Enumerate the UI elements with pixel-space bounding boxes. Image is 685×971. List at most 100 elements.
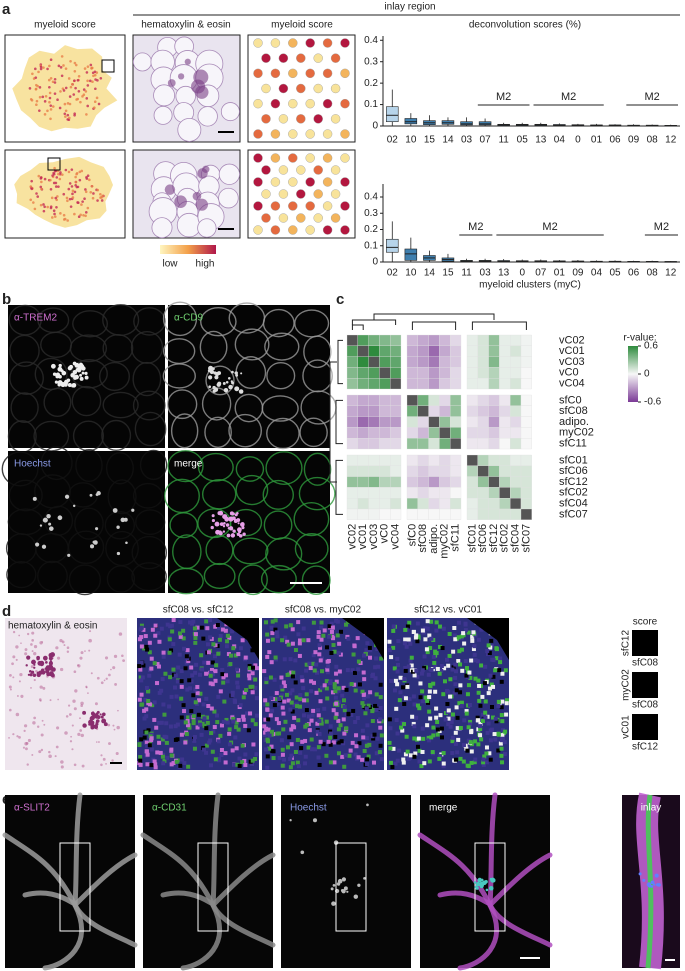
- score-pixel: [336, 751, 341, 756]
- stain: [19, 673, 23, 677]
- spot: [490, 877, 496, 883]
- score-pixel: [284, 692, 289, 697]
- row-label: vC02: [559, 334, 585, 346]
- score-pixel: [160, 677, 165, 682]
- legend-cell: [638, 727, 645, 734]
- dendrogram: [335, 399, 343, 445]
- column-label: sfC04: [510, 524, 522, 553]
- score-pixel: [341, 685, 346, 690]
- cell-outline: [262, 479, 294, 510]
- score-pixel: [266, 727, 271, 732]
- score-pixel: [252, 756, 257, 761]
- stain: [184, 58, 191, 65]
- score-pixel: [318, 739, 323, 744]
- spot: [236, 518, 241, 522]
- tissue-spot: [38, 109, 41, 112]
- heat-cell: [450, 405, 462, 417]
- score-pixel: [269, 625, 274, 630]
- score-pixel: [264, 680, 269, 685]
- y-tick-label: 0.3: [364, 208, 378, 219]
- score-pixel: [336, 718, 341, 723]
- score-pixel: [213, 654, 218, 659]
- tissue-spot: [73, 113, 76, 117]
- score-pixel: [497, 668, 502, 673]
- score-dot: [330, 213, 341, 223]
- heat-cell: [357, 454, 369, 466]
- score-pixel: [389, 678, 394, 683]
- cell-outline: [232, 537, 269, 565]
- legend-title: score: [633, 617, 658, 628]
- x-tick-label: 14: [424, 268, 436, 279]
- score-pixel: [218, 733, 223, 738]
- score-pixel: [149, 763, 154, 768]
- score-pixel: [378, 717, 383, 722]
- score-dot: [313, 53, 323, 63]
- heat-cell: [520, 427, 532, 439]
- score-pixel: [446, 708, 451, 713]
- column-label: vC0: [379, 524, 391, 544]
- tissue-spot: [93, 106, 96, 109]
- spot: [67, 383, 72, 388]
- score-pixel: [469, 760, 474, 765]
- tissue-spot: [51, 105, 55, 108]
- score-pixel: [275, 701, 280, 706]
- inlay-box: [101, 59, 115, 73]
- heat-cell: [499, 508, 511, 520]
- score-pixel: [461, 759, 466, 764]
- spot: [93, 540, 98, 545]
- tissue-spot: [37, 70, 40, 74]
- micrograph: [5, 795, 135, 968]
- y-tick-label: 0.2: [364, 224, 378, 235]
- score-pixel: [447, 653, 452, 658]
- score-pixel: [215, 713, 220, 718]
- stain: [56, 656, 61, 660]
- score-pixel: [302, 698, 307, 703]
- score-pixel: [187, 620, 192, 625]
- score-dot: [270, 68, 281, 79]
- score-pixel: [459, 703, 464, 708]
- score-pixel: [475, 659, 480, 664]
- annotation: M2: [496, 91, 511, 103]
- score-pixel: [182, 761, 187, 766]
- score-pixel: [216, 739, 221, 744]
- score-pixel: [378, 695, 383, 700]
- tissue-spot: [58, 177, 62, 181]
- image-layer: [1, 34, 680, 971]
- tissue-spot: [74, 175, 77, 179]
- cell-outline: [132, 390, 166, 421]
- score-pixel: [306, 745, 311, 750]
- spot: [213, 371, 217, 375]
- tissue-spot: [49, 206, 53, 210]
- score-pixel: [403, 637, 408, 642]
- stain: [122, 659, 125, 663]
- cell-outline: [9, 361, 44, 395]
- score-pixel: [204, 619, 209, 624]
- score-pixel: [396, 662, 401, 667]
- score-pixel: [193, 670, 198, 675]
- spot: [228, 526, 234, 531]
- score-pixel: [164, 740, 169, 745]
- annotation: M2: [561, 91, 576, 103]
- score-pixel: [281, 727, 286, 732]
- score-pixel: [263, 730, 268, 735]
- stain: [40, 733, 44, 737]
- legend-cell: [638, 685, 645, 692]
- score-pixel: [137, 637, 142, 642]
- tissue-spot: [92, 192, 95, 195]
- heat-cell: [390, 498, 402, 510]
- score-pixel: [456, 659, 461, 664]
- score-pixel: [427, 759, 432, 764]
- cell-outline: [294, 309, 330, 338]
- stain: [8, 736, 10, 739]
- spot: [96, 715, 101, 720]
- score-pixel: [178, 634, 183, 639]
- spot: [214, 521, 220, 527]
- row-label: sfC12: [559, 476, 588, 488]
- score-pixel: [360, 689, 365, 694]
- colorbar: [628, 346, 638, 402]
- x-tick-label: 11: [461, 268, 472, 279]
- heat-cell: [466, 465, 478, 477]
- y-tick-label: 0.1: [364, 240, 378, 251]
- heat-cell: [406, 454, 418, 466]
- score-pixel: [274, 697, 279, 702]
